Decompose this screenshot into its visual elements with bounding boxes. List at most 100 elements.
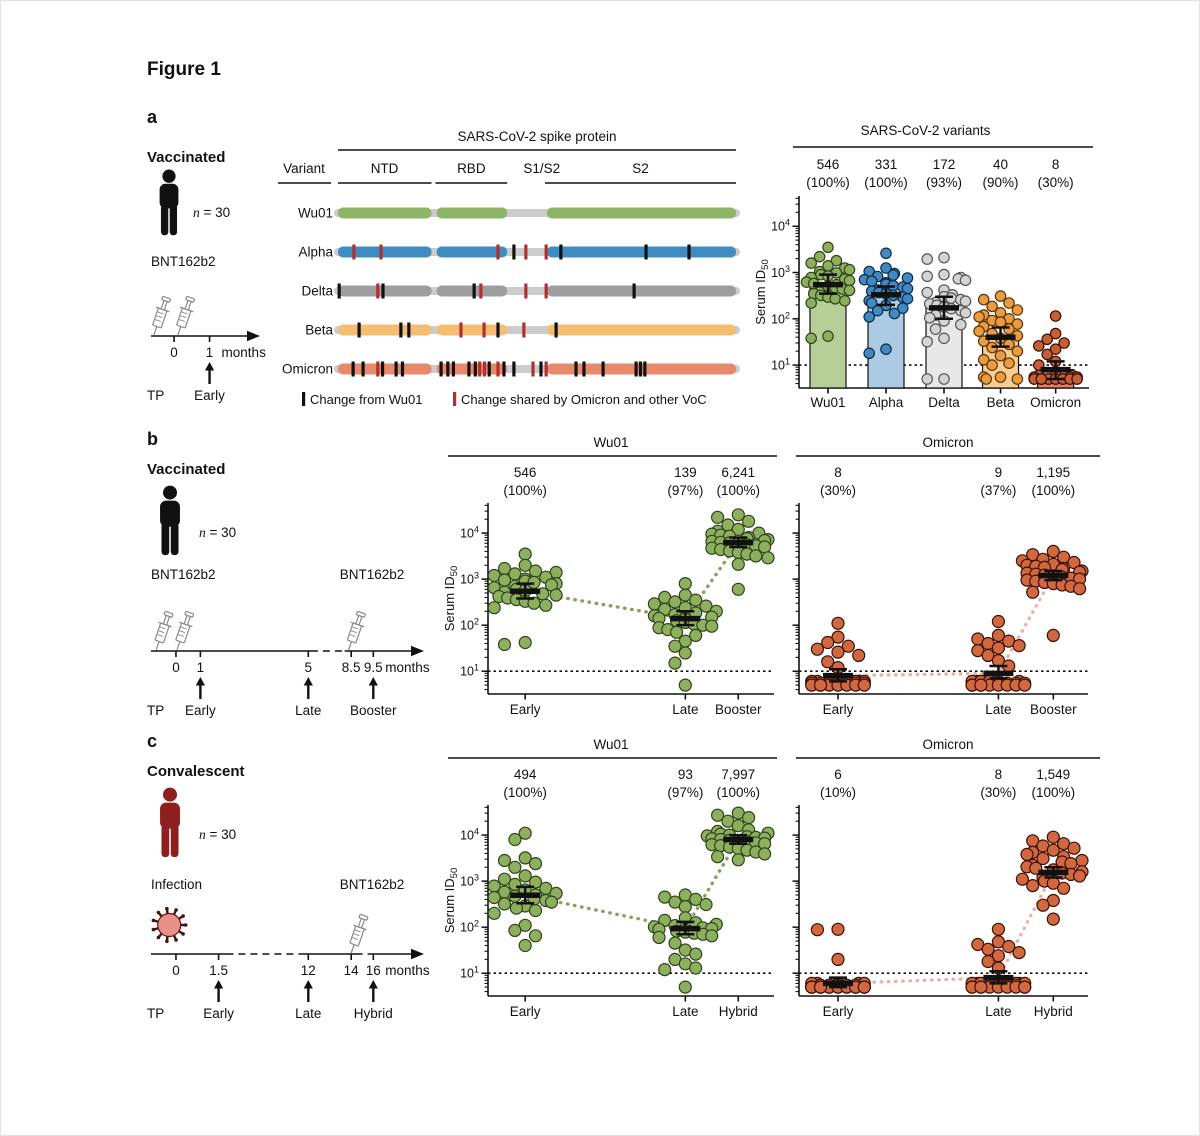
chart-title: Omicron — [922, 737, 973, 752]
data-point — [731, 582, 745, 596]
data-point — [897, 302, 909, 314]
data-point — [497, 897, 512, 911]
dot-swarm-early — [487, 826, 563, 953]
data-point — [705, 619, 719, 633]
data-point — [980, 373, 992, 385]
data-point — [1075, 853, 1089, 868]
variant-column-header: Variant — [283, 161, 325, 176]
data-point — [829, 293, 841, 305]
data-point — [731, 508, 745, 522]
mutation-tick — [482, 361, 487, 377]
chart-c-wu01: Wu01 494 (100%) 93 (97%) 7,997 (100%) 101 102 103… — [442, 735, 779, 1027]
error-bar-late — [670, 920, 701, 936]
tp-arrow — [303, 677, 313, 699]
group-value-label: 6,241 — [721, 465, 755, 480]
mutation-tick — [496, 361, 500, 377]
median-trend-line — [836, 870, 1056, 986]
data-point — [518, 558, 532, 572]
mutation-tick — [487, 361, 491, 377]
mutation-tick — [467, 361, 471, 377]
data-point — [497, 872, 512, 886]
data-point — [1032, 340, 1045, 352]
error-bar-wu01 — [813, 273, 843, 295]
variant-bar-beta — [334, 322, 740, 338]
mutation-tick — [496, 244, 500, 260]
data-point — [518, 635, 532, 650]
group-value-label: 494 — [514, 767, 537, 782]
timepoint-label: Early — [185, 703, 216, 718]
y-tick-label: 104 — [460, 525, 479, 541]
mutation-tick — [352, 244, 356, 260]
panel-a-letter: a — [147, 107, 158, 127]
data-point — [945, 292, 957, 304]
exposure-label: BNT162b2 — [151, 567, 216, 582]
data-point — [901, 293, 914, 305]
data-point — [528, 903, 543, 918]
dot-swarm-late — [965, 614, 1032, 692]
error-bar-booster — [1038, 569, 1069, 582]
error-bar-early — [510, 582, 541, 600]
domain-label: S1/S2 — [523, 161, 560, 176]
mutation-tick — [601, 361, 605, 377]
legend-label: Change from Wu01 — [310, 392, 423, 407]
data-point — [678, 980, 692, 994]
mutation-tick — [524, 283, 528, 299]
timepoint-label: Late — [295, 703, 321, 718]
x-tick-label: Early — [823, 1004, 854, 1019]
data-point — [742, 514, 756, 528]
mutation-tick — [376, 361, 380, 377]
x-tick-label: Late — [985, 1004, 1011, 1019]
data-point — [831, 645, 845, 659]
mutation-tick — [399, 322, 403, 338]
timeline-vaccinated-b: BNT162b2 BNT162b2 0 1 5 8.5 9.5 months Early Lat… — [147, 565, 477, 723]
group-value-label: 8 — [995, 767, 1003, 782]
dot-swarm-alpha — [858, 247, 914, 360]
n-value: = 30 — [205, 827, 237, 842]
panel-c-group-label: Convalescent — [147, 763, 245, 780]
y-tick-label: 101 — [460, 965, 479, 981]
data-point — [497, 637, 512, 652]
x-tick-label: Early — [510, 1004, 541, 1019]
exposure-label: BNT162b2 — [151, 254, 216, 269]
x-tick-label: Wu01 — [810, 395, 845, 410]
timeline-vaccinated-a: BNT162b2 0 1 months Early TP — [147, 252, 297, 410]
mutation-tick — [512, 361, 516, 377]
data-point — [528, 857, 543, 871]
mutation-tick — [531, 361, 535, 377]
timeline-tick-label: 1 — [206, 345, 214, 360]
mutation-tick — [472, 283, 476, 299]
mutation-tick — [394, 361, 398, 377]
variant-bar-wu01 — [334, 207, 740, 219]
timepoint-label: Early — [203, 1006, 234, 1021]
data-point — [518, 918, 532, 932]
x-tick-label: Early — [510, 702, 541, 717]
data-point — [1018, 678, 1032, 692]
data-point — [991, 922, 1005, 936]
y-axis-title: Serum ID50 — [442, 868, 460, 933]
data-point — [880, 247, 892, 260]
virus-icon — [151, 906, 188, 944]
spike-title: SARS-CoV-2 spike protein — [457, 129, 616, 144]
mutation-tick — [559, 244, 563, 260]
timepoint-label: Late — [295, 1006, 321, 1021]
variant-bar-omicron — [334, 361, 740, 377]
group-percent-label: (97%) — [667, 785, 703, 800]
data-point — [1036, 898, 1050, 912]
data-point — [981, 648, 995, 662]
data-point — [923, 312, 936, 324]
data-point — [668, 656, 682, 670]
mutation-tick — [644, 244, 648, 260]
syringe-icon — [175, 610, 195, 651]
domain-label: S2 — [632, 161, 649, 176]
group-value-label: 139 — [674, 465, 697, 480]
data-point — [994, 316, 1007, 328]
tp-arrow — [368, 980, 378, 1002]
exposure-label: BNT162b2 — [340, 877, 405, 892]
data-point — [1067, 555, 1081, 570]
group-percent-label: (100%) — [716, 483, 760, 498]
data-point — [959, 274, 972, 287]
n-symbol: n — [199, 525, 206, 540]
data-point — [994, 290, 1007, 302]
timeline-tick-label: 14 — [344, 963, 360, 978]
mutation-tick — [502, 361, 506, 377]
